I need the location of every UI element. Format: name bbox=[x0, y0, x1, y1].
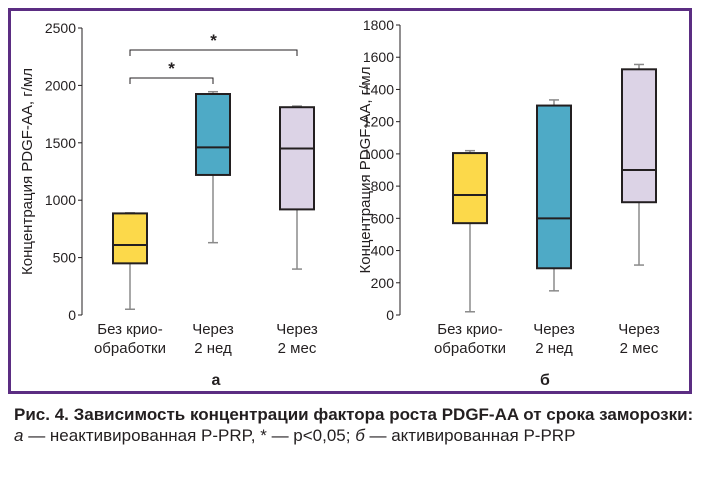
category-label: Через bbox=[276, 321, 318, 338]
category-label: Через bbox=[192, 321, 234, 338]
y-tick-label: 0 bbox=[68, 307, 76, 323]
y-axis-title: Концентрация PDGF-AA, г/мл bbox=[19, 68, 36, 275]
box-2 bbox=[621, 68, 657, 204]
category-label: Через bbox=[533, 321, 575, 338]
y-tick-label: 2500 bbox=[45, 20, 76, 36]
y-axis-title: Концентрация PDGF-AA, г/мл bbox=[357, 67, 374, 274]
caption-b-label: б bbox=[355, 426, 365, 445]
category-label: 2 нед bbox=[535, 340, 573, 357]
caption-a-text: — неактивированная P-PRP, * — p<0,05; bbox=[23, 426, 356, 445]
category-label: 2 нед bbox=[194, 340, 232, 357]
significance-bracket bbox=[129, 49, 298, 56]
category-label: Через bbox=[618, 321, 660, 338]
box-0 bbox=[112, 212, 148, 265]
chart-panel-б: 0 200 400 600 800 1000 1200 1400 1600 1800 Концент… bbox=[357, 17, 660, 389]
caption-a-label: а bbox=[14, 426, 24, 445]
significance-label: * bbox=[168, 59, 175, 78]
box-1 bbox=[536, 104, 572, 270]
caption-legend: а — неактивированная P-PRP, * — p<0,05; … bbox=[14, 425, 694, 446]
y-tick-label: 500 bbox=[53, 250, 77, 266]
y-tick-label: 1000 bbox=[363, 146, 394, 162]
category-label: 2 мес bbox=[278, 340, 317, 357]
y-tick-label: 800 bbox=[371, 178, 395, 194]
figure-caption: Рис. 4. Зависимость концентрации фактора… bbox=[14, 404, 694, 446]
y-tick-label: 1400 bbox=[363, 81, 394, 97]
y-tick-label: 1200 bbox=[363, 114, 394, 130]
box-2 bbox=[279, 106, 315, 211]
category-label: 2 мес bbox=[620, 340, 659, 357]
y-tick-label: 1000 bbox=[45, 192, 76, 208]
y-tick-label: 200 bbox=[371, 275, 395, 291]
y-tick-label: 2000 bbox=[45, 77, 76, 93]
y-tick-label: 0 bbox=[386, 307, 394, 323]
figure-frame bbox=[8, 8, 692, 394]
y-tick-label: 1500 bbox=[45, 135, 76, 151]
caption-b-text: — активированная P-PRP bbox=[364, 426, 576, 445]
box-1 bbox=[195, 93, 231, 176]
category-label: обработки bbox=[434, 340, 506, 357]
y-tick-label: 400 bbox=[371, 243, 395, 259]
panel-label: б bbox=[540, 372, 550, 389]
category-label: обработки bbox=[94, 340, 166, 357]
category-label: Без крио- bbox=[97, 321, 163, 338]
y-tick-label: 1800 bbox=[363, 17, 394, 33]
box-0 bbox=[452, 152, 488, 225]
caption-title: Рис. 4. Зависимость концентрации фактора… bbox=[14, 405, 694, 424]
y-tick-label: 600 bbox=[371, 210, 395, 226]
panel-label: а bbox=[212, 372, 221, 389]
significance-bracket bbox=[129, 77, 214, 84]
chart-panel-а: 0 500 1000 1500 2000 2500 Концентрация PDGF-AA… bbox=[19, 20, 318, 389]
category-label: Без крио- bbox=[437, 321, 503, 338]
y-tick-label: 1600 bbox=[363, 49, 394, 65]
significance-label: * bbox=[210, 31, 217, 50]
